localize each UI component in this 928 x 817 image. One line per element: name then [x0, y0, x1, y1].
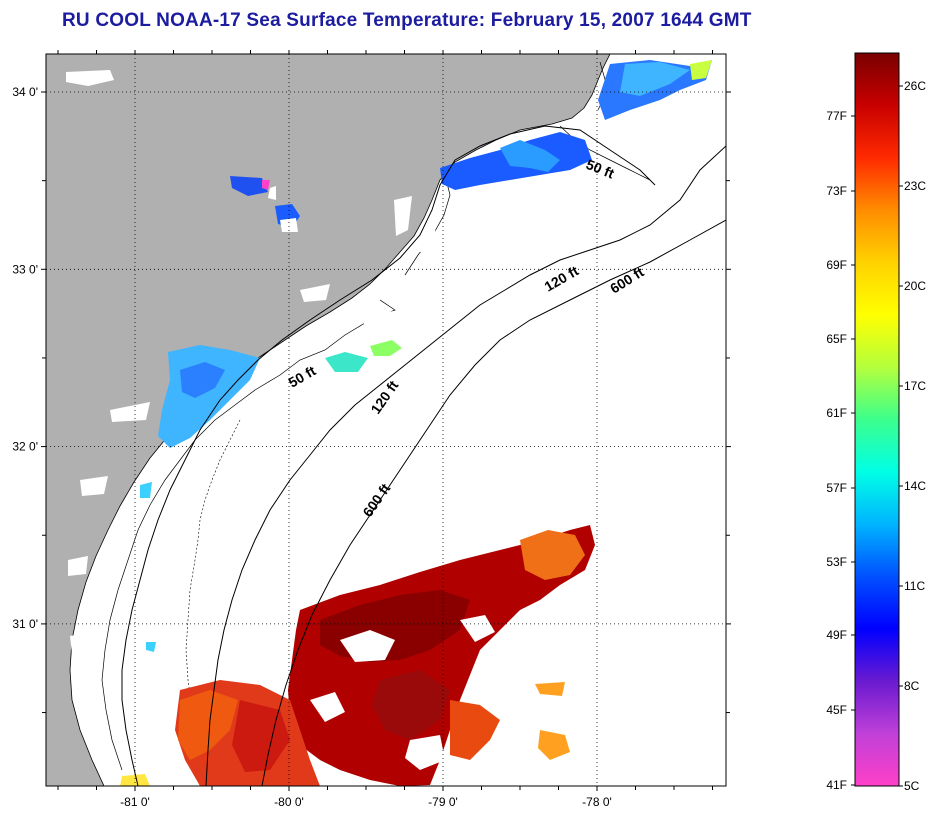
colorbar-fahrenheit-labels: 77F 73F 69F 65F 61F 57F 53F 49F 45F 41F	[826, 109, 855, 792]
colorbar-c-label: 14C	[904, 479, 926, 493]
colorbar-c-label: 20C	[904, 279, 926, 293]
contour-50ft-line	[121, 125, 656, 786]
colorbar-f-label: 41F	[826, 778, 847, 792]
lat-tick-label: 32 0'	[12, 440, 38, 454]
colorbar-c-label: 5C	[904, 779, 920, 793]
colorbar-f-label: 49F	[826, 628, 847, 642]
colorbar-c-label: 8C	[904, 679, 920, 693]
colorbar: 77F 73F 69F 65F 61F 57F 53F 49F 45F 41F 26C 23C 20C…	[826, 52, 926, 793]
colorbar-f-label: 57F	[826, 481, 847, 495]
colorbar-f-label: 65F	[826, 332, 847, 346]
colorbar-c-label: 26C	[904, 79, 926, 93]
shoreline-fringe	[185, 419, 241, 711]
lat-tick-label: 34 0'	[12, 85, 38, 99]
sst-cool-patches	[140, 60, 712, 652]
graticule	[46, 54, 726, 786]
cloud-patches	[66, 70, 436, 654]
contour-120ft-line	[205, 145, 726, 786]
lat-tick-label: 33 0'	[12, 262, 38, 276]
colorbar-f-label: 45F	[826, 703, 847, 717]
colorbar-f-label: 61F	[826, 406, 847, 420]
sst-warm-patches	[120, 525, 595, 786]
lon-tick-label: -79 0'	[428, 795, 458, 809]
colorbar-scale	[854, 52, 900, 787]
colorbar-c-label: 17C	[904, 379, 926, 393]
colorbar-celsius-labels: 26C 23C 20C 17C 14C 11C 8C 5C	[899, 79, 926, 793]
map-area	[46, 54, 726, 786]
lon-tick-label: -81 0'	[120, 795, 150, 809]
colorbar-c-label: 11C	[904, 579, 925, 593]
longitude-axis: -81 0' -80 0' -79 0' -78 0'	[57, 50, 713, 809]
colorbar-f-label: 69F	[826, 258, 847, 272]
map-title: RU COOL NOAA-17 Sea Surface Temperature:…	[62, 10, 752, 31]
colorbar-c-label: 23C	[904, 179, 926, 193]
lon-tick-label: -80 0'	[274, 795, 304, 809]
colorbar-f-label: 73F	[826, 184, 847, 198]
colorbar-f-label: 53F	[826, 555, 847, 569]
latitude-axis: 34 0' 33 0' 32 0' 31 0'	[12, 85, 731, 714]
lon-tick-label: -78 0'	[582, 795, 612, 809]
lat-tick-label: 31 0'	[12, 617, 38, 631]
map-frame	[45, 53, 727, 787]
colorbar-f-label: 77F	[826, 109, 847, 123]
